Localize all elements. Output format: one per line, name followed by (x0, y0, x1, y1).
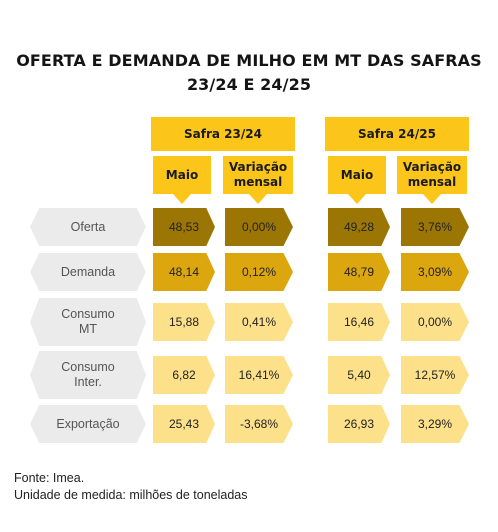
column-header-maio-24-25: Maio (328, 156, 386, 194)
cell-exportacao-maio-24-25: 26,93 (328, 405, 390, 443)
chart-title-line-2: 23/24 E 24/25 (186, 75, 312, 94)
cell-oferta-maio-23-24: 48,53 (153, 208, 215, 246)
cell-exportacao-variacao-23-24: -3,68% (225, 405, 293, 443)
group-header-safra-24-25: Safra 24/25 (325, 117, 469, 151)
cell-demanda-maio-24-25: 48,79 (328, 253, 390, 291)
header-pointer (348, 194, 366, 204)
cell-demanda-variacao-24-25: 3,09% (401, 253, 469, 291)
cell-exportacao-variacao-24-25: 3,29% (401, 405, 469, 443)
header-pointer (173, 194, 191, 204)
row-label-oferta: Oferta (30, 208, 146, 246)
cell-oferta-variacao-24-25: 3,76% (401, 208, 469, 246)
row-label-consumo-mt: Consumo MT (30, 298, 146, 346)
cell-consumo-mt-variacao-24-25: 0,00% (401, 303, 469, 341)
column-header-variacao-23-24: Variação mensal (223, 156, 293, 194)
header-pointer (423, 194, 441, 204)
column-header-variacao-24-25: Variação mensal (397, 156, 467, 194)
row-label-consumo-inter: Consumo Inter. (30, 351, 146, 399)
column-header-maio-23-24: Maio (153, 156, 211, 194)
source-note: Fonte: Imea. (14, 471, 85, 485)
cell-exportacao-maio-23-24: 25,43 (153, 405, 215, 443)
cell-consumo-mt-variacao-23-24: 0,41% (225, 303, 293, 341)
cell-consumo-inter-variacao-24-25: 12,57% (401, 356, 469, 394)
cell-consumo-inter-maio-24-25: 5,40 (328, 356, 390, 394)
row-label-demanda: Demanda (30, 253, 146, 291)
unit-note: Unidade de medida: milhões de toneladas (14, 488, 248, 502)
chart-title-line-1: OFERTA E DEMANDA DE MILHO EM MT DAS SAFR… (16, 51, 482, 70)
cell-consumo-inter-variacao-23-24: 16,41% (225, 356, 293, 394)
cell-consumo-mt-maio-23-24: 15,88 (153, 303, 215, 341)
header-pointer (249, 194, 267, 204)
group-header-safra-23-24: Safra 23/24 (151, 117, 295, 151)
row-label-exportacao: Exportação (30, 405, 146, 443)
cell-oferta-maio-24-25: 49,28 (328, 208, 390, 246)
cell-consumo-mt-maio-24-25: 16,46 (328, 303, 390, 341)
cell-oferta-variacao-23-24: 0,00% (225, 208, 293, 246)
cell-consumo-inter-maio-23-24: 6,82 (153, 356, 215, 394)
cell-demanda-variacao-23-24: 0,12% (225, 253, 293, 291)
cell-demanda-maio-23-24: 48,14 (153, 253, 215, 291)
